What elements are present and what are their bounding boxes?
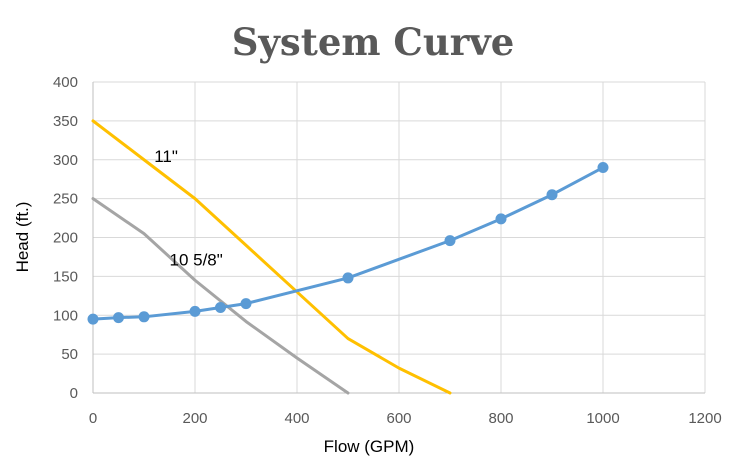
data-point [444, 235, 456, 247]
data-point [87, 313, 99, 325]
data-point [597, 162, 609, 174]
y-tick-label: 300 [53, 152, 78, 169]
x-axis-label: Flow (GPM) [324, 437, 415, 456]
x-tick-label: 600 [386, 410, 411, 427]
x-tick-label: 1000 [586, 410, 619, 427]
y-tick-label: 150 [53, 268, 78, 285]
annotations: 11" 10 5/8" [154, 147, 223, 269]
y-tick-label: 50 [61, 346, 78, 363]
data-point [215, 301, 226, 313]
data-point [113, 312, 124, 324]
y-tick-label: 350 [53, 113, 78, 130]
x-tick-label: 200 [182, 410, 207, 427]
y-axis-label: Head (ft.) [13, 202, 32, 273]
data-point [138, 311, 150, 323]
series-line-1 [91, 119, 452, 395]
x-tick-label: 0 [89, 410, 97, 427]
y-tick-label: 0 [70, 385, 78, 402]
data-point [546, 189, 558, 201]
x-tick-label: 400 [284, 410, 309, 427]
data-point [342, 272, 354, 284]
series-lines [87, 119, 609, 395]
data-point [495, 213, 507, 225]
y-tick-labels: 0 50 100 150 200 250 300 350 400 [53, 74, 78, 402]
y-tick-label: 400 [53, 74, 78, 91]
grid-lines [93, 81, 706, 393]
x-tick-labels: 0 200 400 600 800 1000 1200 [89, 410, 722, 427]
y-tick-label: 250 [53, 191, 78, 208]
chart-title: System Curve [232, 20, 515, 64]
data-point [240, 298, 252, 310]
x-tick-label: 1200 [688, 410, 721, 427]
series-line-2 [91, 197, 350, 395]
y-tick-label: 200 [53, 230, 78, 247]
y-tick-label: 100 [53, 307, 78, 324]
x-tick-label: 800 [488, 410, 513, 427]
data-point [189, 305, 201, 317]
series-annotation: 11" [154, 147, 178, 166]
series-annotation: 10 5/8" [170, 250, 223, 269]
axes [92, 82, 705, 394]
